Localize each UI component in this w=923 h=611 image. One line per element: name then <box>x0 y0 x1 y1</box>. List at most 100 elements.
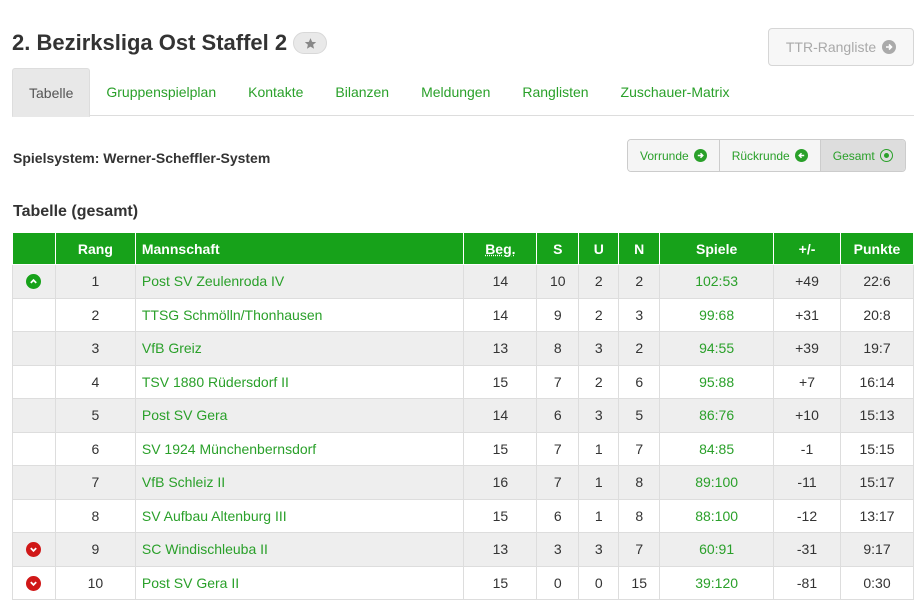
tab-bilanzen[interactable]: Bilanzen <box>319 68 405 116</box>
table-row: 7 VfB Schleiz II 16 7 1 8 89:100 -11 15:17 <box>12 465 915 500</box>
spiele-link[interactable]: 88:100 <box>695 507 739 524</box>
beg-cell: 13 <box>463 532 538 567</box>
col-header-n[interactable]: N <box>618 232 661 265</box>
tab-label: Kontakte <box>248 84 304 100</box>
status-cell <box>12 465 56 500</box>
tab-meldungen[interactable]: Meldungen <box>405 68 506 116</box>
spiele-cell: 39:120 <box>659 565 775 600</box>
team-link[interactable]: TSV 1880 Rüdersdorf II <box>141 373 289 390</box>
team-link[interactable]: VfB Schleiz II <box>141 474 226 491</box>
table-row: 6 SV 1924 Münchenbernsdorf 15 7 1 7 84:85 -1 15:… <box>12 431 915 466</box>
n-cell: 6 <box>618 364 661 399</box>
s-cell: 7 <box>536 465 580 500</box>
star-icon <box>304 37 316 49</box>
beg-cell: 14 <box>463 297 538 332</box>
col-header-mannschaft[interactable]: Mannschaft <box>134 232 465 265</box>
beg-cell: 14 <box>463 264 538 299</box>
gesamt-label: Gesamt <box>832 148 875 163</box>
col-header-u[interactable]: U <box>578 232 620 265</box>
team-cell: Post SV Zeulenroda IV <box>134 264 465 299</box>
team-link[interactable]: Post SV Gera <box>141 407 228 424</box>
punkte-cell: 15:15 <box>839 431 915 466</box>
rueckrunde-label: Rückrunde <box>731 148 790 163</box>
spiele-cell: 94:55 <box>659 331 775 366</box>
arrow-right-circle-icon <box>882 40 897 54</box>
team-link[interactable]: Post SV Zeulenroda IV <box>141 273 285 290</box>
col-header-beg[interactable]: Beg. <box>463 232 538 265</box>
tab-ranglisten[interactable]: Ranglisten <box>506 68 604 116</box>
tab-zuschauer-matrix[interactable]: Zuschauer-Matrix <box>605 68 746 116</box>
beg-cell: 16 <box>463 465 538 500</box>
gesamt-button[interactable]: Gesamt <box>820 140 905 171</box>
team-link[interactable]: SV Aufbau Altenburg III <box>141 507 287 524</box>
n-cell: 3 <box>618 297 661 332</box>
table-header-row: Rang Mannschaft Beg. S U N Spiele +/- Pu… <box>12 232 915 265</box>
punkte-cell: 9:17 <box>839 532 915 567</box>
rang-cell: 6 <box>54 431 136 466</box>
s-cell: 8 <box>536 331 580 366</box>
rang-cell: 8 <box>54 498 136 533</box>
ttr-rangliste-button[interactable]: TTR-Rangliste <box>768 28 914 66</box>
diff-cell: -1 <box>773 431 841 466</box>
spiele-link[interactable]: 39:120 <box>695 574 739 591</box>
rang-cell: 3 <box>54 331 136 366</box>
team-cell: VfB Greiz <box>134 331 465 366</box>
col-header-diff[interactable]: +/- <box>773 232 841 265</box>
punkte-cell: 22:6 <box>839 264 915 299</box>
team-link[interactable]: TTSG Schmölln/Thonhausen <box>141 306 323 323</box>
tab-kontakte[interactable]: Kontakte <box>232 68 319 116</box>
tab-bar: Tabelle Gruppenspielplan Kontakte Bilanz… <box>12 68 914 117</box>
status-cell <box>12 264 56 299</box>
table-row: 3 VfB Greiz 13 8 3 2 94:55 +39 19:7 <box>12 331 915 366</box>
spiele-cell: 95:88 <box>659 364 775 399</box>
tab-tabelle[interactable]: Tabelle <box>12 68 91 117</box>
n-cell: 7 <box>618 532 661 567</box>
status-cell <box>12 565 56 600</box>
punkte-cell: 13:17 <box>839 498 915 533</box>
rang-cell: 4 <box>54 364 136 399</box>
favorite-star-button[interactable] <box>293 32 328 54</box>
tab-label: Ranglisten <box>522 84 589 100</box>
diff-cell: +31 <box>773 297 841 332</box>
punkte-cell: 15:13 <box>839 398 915 433</box>
diff-cell: +39 <box>773 331 841 366</box>
team-link[interactable]: SC Windischleuba II <box>141 541 268 558</box>
tab-gruppenspielplan[interactable]: Gruppenspielplan <box>90 68 232 116</box>
spiele-link[interactable]: 89:100 <box>695 474 739 491</box>
col-header-punkte[interactable]: Punkte <box>839 232 915 265</box>
u-cell: 3 <box>578 331 620 366</box>
standings-table: Rang Mannschaft Beg. S U N Spiele +/- Pu… <box>12 232 915 600</box>
team-link[interactable]: Post SV Gera II <box>141 574 240 591</box>
rueckrunde-button[interactable]: Rückrunde <box>719 140 821 171</box>
col-header-spiele[interactable]: Spiele <box>659 232 775 265</box>
s-cell: 7 <box>536 431 580 466</box>
league-title: 2. Bezirksliga Ost Staffel 2 <box>12 30 288 55</box>
team-link[interactable]: VfB Greiz <box>141 340 202 357</box>
punkte-cell: 20:8 <box>839 297 915 332</box>
team-cell: SV Aufbau Altenburg III <box>134 498 465 533</box>
beg-cell: 13 <box>463 331 538 366</box>
diff-cell: -31 <box>773 532 841 567</box>
spiele-cell: 60:91 <box>659 532 775 567</box>
u-cell: 0 <box>578 565 620 600</box>
spiele-link[interactable]: 84:85 <box>699 440 735 457</box>
spiele-link[interactable]: 94:55 <box>699 340 735 357</box>
spiele-link[interactable]: 60:91 <box>699 541 735 558</box>
ttr-rangliste-label: TTR-Rangliste <box>785 39 877 55</box>
rang-cell: 9 <box>54 532 136 567</box>
team-cell: SV 1924 Münchenbernsdorf <box>134 431 465 466</box>
spiele-link[interactable]: 102:53 <box>695 273 739 290</box>
spiele-link[interactable]: 95:88 <box>699 373 735 390</box>
diff-cell: -12 <box>773 498 841 533</box>
spiele-link[interactable]: 86:76 <box>699 407 735 424</box>
col-header-rang[interactable]: Rang <box>54 232 136 265</box>
vorrunde-button[interactable]: Vorrunde <box>628 140 720 171</box>
n-cell: 5 <box>618 398 661 433</box>
team-link[interactable]: SV 1924 Münchenbernsdorf <box>141 440 317 457</box>
col-header-status <box>12 232 56 265</box>
spiele-link[interactable]: 99:68 <box>699 306 735 323</box>
rang-cell: 5 <box>54 398 136 433</box>
col-header-s[interactable]: S <box>536 232 580 265</box>
u-cell: 2 <box>578 264 620 299</box>
table-row: 8 SV Aufbau Altenburg III 15 6 1 8 88:100 -12 13… <box>12 498 915 533</box>
